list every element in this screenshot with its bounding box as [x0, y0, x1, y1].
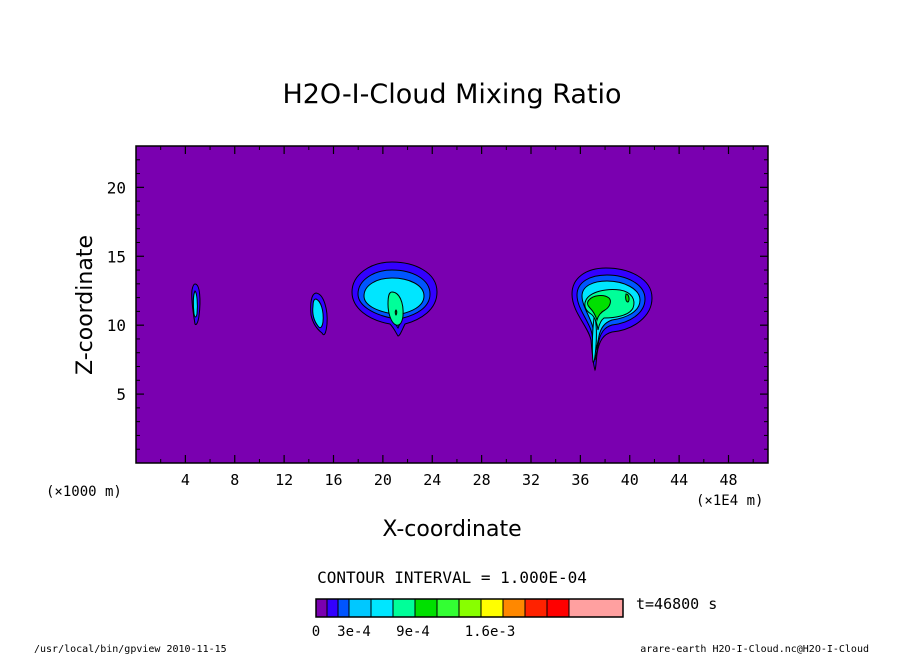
plot-frame [135, 145, 769, 464]
contour-interval-text: CONTOUR INTERVAL = 1.000E-04 [317, 568, 587, 587]
x-tick-label: 40 [621, 471, 639, 489]
x-tick-label: 28 [473, 471, 491, 489]
x-axis-unit: (×1E4 m) [696, 493, 763, 509]
colorbar-swatch [546, 598, 570, 618]
y-axis-label: Z-coordinate [73, 235, 98, 375]
plot-background [136, 146, 768, 463]
x-tick-label: 36 [571, 471, 589, 489]
colorbar [315, 598, 624, 618]
colorbar-swatch [502, 598, 526, 618]
x-axis: 4 8 12 16 20 24 28 32 36 40 44 48 [160, 146, 754, 489]
colorbar-swatch [370, 598, 394, 618]
colorbar-label: 9e-4 [396, 624, 430, 640]
cloud-cell-4 [571, 267, 653, 372]
colorbar-label: 0 [312, 624, 320, 640]
time-text: t=46800 s [636, 595, 717, 613]
x-tick-label: 44 [670, 471, 688, 489]
colorbar-frame [315, 598, 624, 618]
y-tick-label: 15 [107, 247, 126, 266]
colorbar-swatch [392, 598, 416, 618]
colorbar-swatch [480, 598, 504, 618]
colorbar-labels: 0 3e-4 9e-4 1.6e-3 [312, 624, 516, 640]
colorbar-swatch [414, 598, 438, 618]
chart-title: H2O-I-Cloud Mixing Ratio [282, 79, 621, 110]
colorbar-swatch [436, 598, 460, 618]
y-tick-label: 5 [116, 385, 126, 404]
x-tick-label: 48 [719, 471, 737, 489]
y-tick-label: 20 [107, 178, 126, 197]
x-tick-label: 24 [423, 471, 441, 489]
x-tick-label: 32 [522, 471, 540, 489]
x-tick-label: 12 [275, 471, 293, 489]
x-tick-label: 4 [181, 471, 190, 489]
x-tick-label: 20 [374, 471, 392, 489]
colorbar-swatch [524, 598, 548, 618]
footer-right: arare-earth_H2O-I-Cloud.nc@H2O-I-Cloud [640, 644, 869, 654]
colorbar-swatch [348, 598, 372, 618]
cloud-cell-3 [351, 261, 438, 337]
y-axis-unit: (×1000 m) [46, 484, 122, 500]
footer-left: /usr/local/bin/gpview 2010-11-15 [34, 644, 227, 654]
colorbar-swatch [326, 598, 339, 618]
colorbar-swatch [315, 598, 328, 618]
colorbar-swatch [337, 598, 350, 618]
x-tick-label: 16 [324, 471, 342, 489]
colorbar-swatch [458, 598, 482, 618]
colorbar-label: 3e-4 [337, 624, 371, 640]
x-tick-label: 8 [230, 471, 239, 489]
colorbar-swatch [568, 598, 624, 618]
x-axis-label: X-coordinate [382, 517, 521, 542]
colorbar-label: 1.6e-3 [465, 624, 516, 640]
cloud-cell-1 [191, 283, 201, 326]
y-axis: 5 10 15 20 [107, 159, 768, 450]
y-tick-label: 10 [107, 316, 126, 335]
cloud-cell-2 [310, 292, 328, 336]
